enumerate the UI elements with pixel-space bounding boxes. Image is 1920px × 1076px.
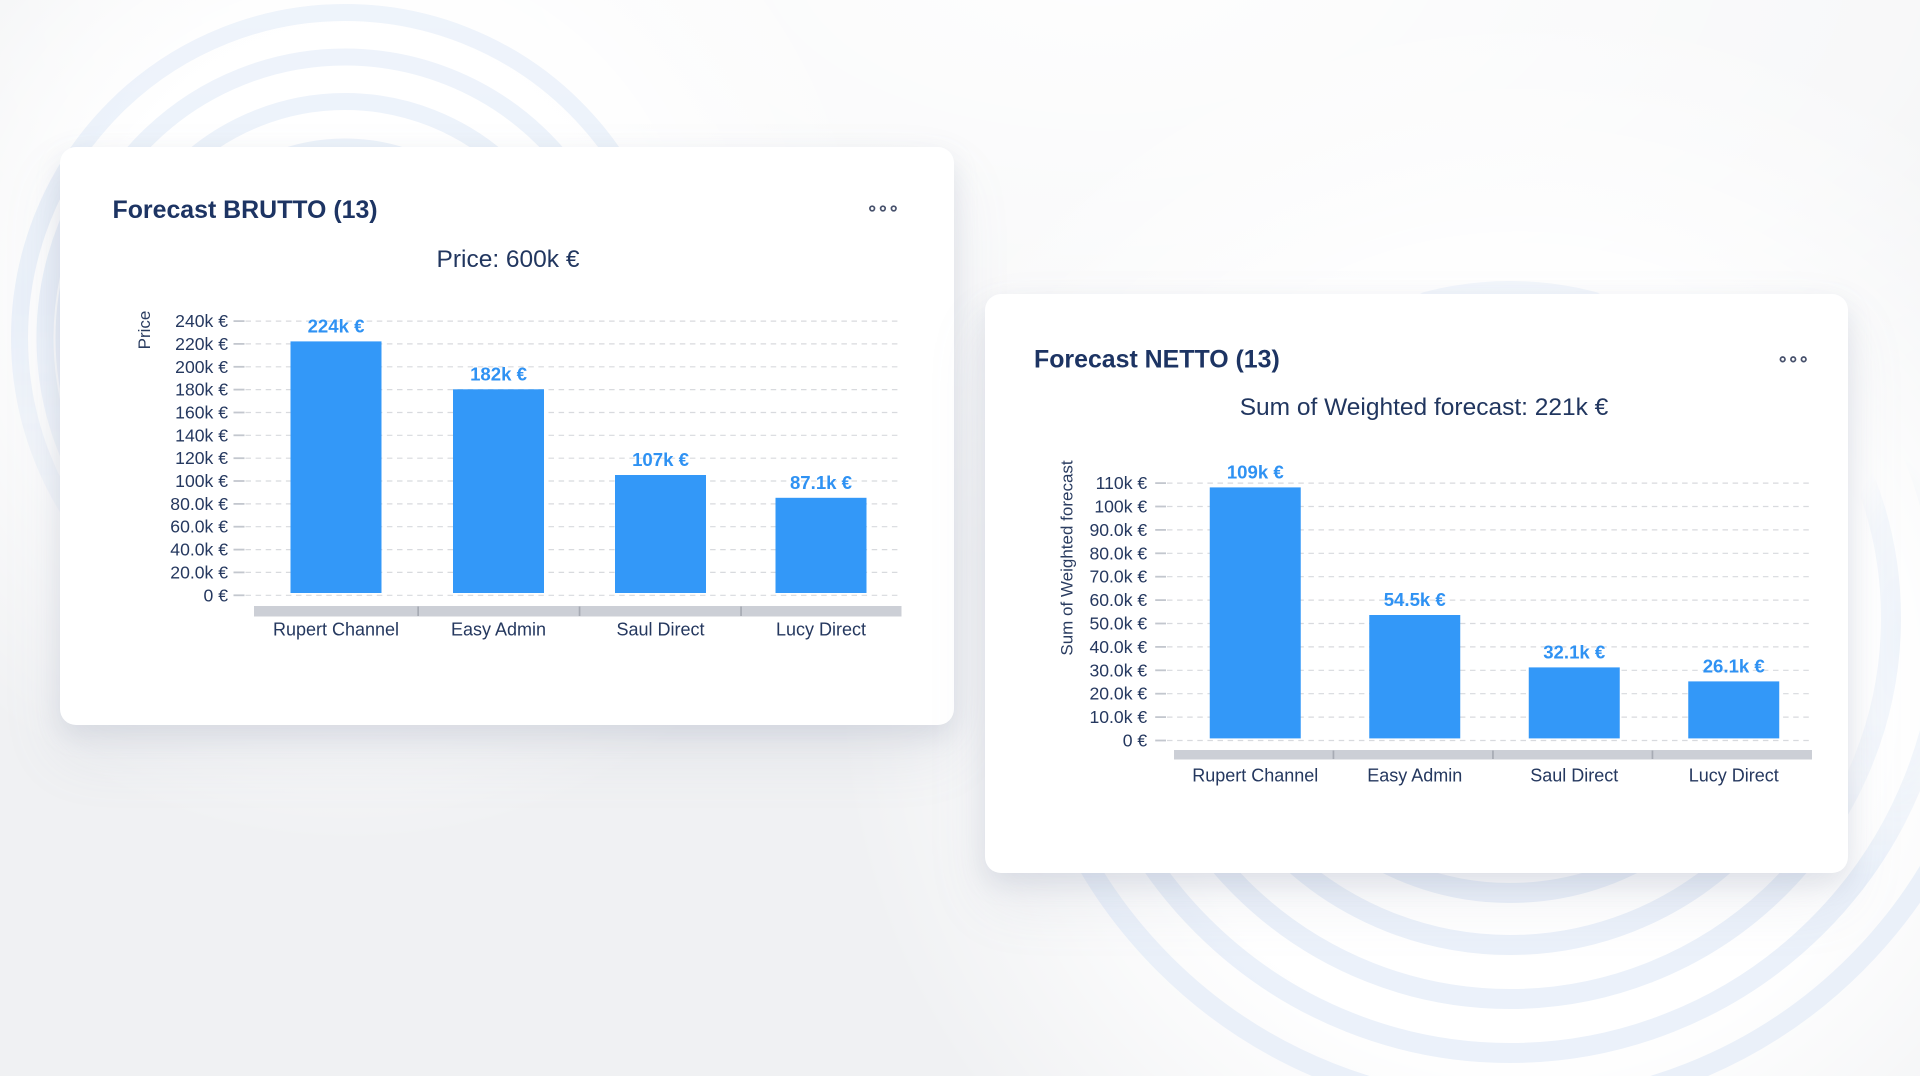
svg-text:180k €: 180k € (175, 380, 228, 400)
svg-text:26.1k €: 26.1k € (1703, 655, 1766, 676)
svg-text:60.0k €: 60.0k € (1089, 590, 1147, 610)
svg-text:Sum of Weighted forecast: 221k: Sum of Weighted forecast: 221k € (1240, 394, 1609, 421)
svg-text:Forecast NETTO (13): Forecast NETTO (13) (1034, 346, 1280, 374)
svg-text:50.0k €: 50.0k € (1089, 614, 1147, 634)
svg-text:20.0k €: 20.0k € (170, 562, 228, 582)
svg-text:54.5k €: 54.5k € (1384, 589, 1447, 610)
svg-text:Price: 600k €: Price: 600k € (437, 246, 580, 273)
svg-text:107k €: 107k € (632, 449, 690, 470)
svg-text:60.0k €: 60.0k € (170, 517, 228, 537)
svg-text:100k €: 100k € (1094, 497, 1147, 517)
svg-text:182k €: 182k € (470, 363, 528, 384)
svg-text:240k €: 240k € (175, 311, 228, 331)
svg-text:Saul Direct: Saul Direct (1530, 766, 1618, 786)
svg-text:Sum of Weighted forecast: Sum of Weighted forecast (1058, 460, 1077, 656)
svg-text:140k €: 140k € (175, 425, 228, 445)
svg-text:30.0k €: 30.0k € (1089, 660, 1147, 680)
svg-text:120k €: 120k € (175, 448, 228, 468)
svg-text:Easy Admin: Easy Admin (451, 620, 546, 640)
svg-text:Saul Direct: Saul Direct (616, 620, 704, 640)
svg-text:80.0k €: 80.0k € (170, 494, 228, 514)
svg-text:40.0k €: 40.0k € (170, 540, 228, 560)
svg-text:Lucy Direct: Lucy Direct (776, 620, 866, 640)
svg-text:70.0k €: 70.0k € (1089, 567, 1147, 587)
svg-text:90.0k €: 90.0k € (1089, 520, 1147, 540)
svg-text:200k €: 200k € (175, 357, 228, 377)
svg-text:109k €: 109k € (1227, 461, 1285, 482)
svg-text:Lucy Direct: Lucy Direct (1689, 766, 1779, 786)
svg-text:Price: Price (135, 311, 154, 350)
svg-text:220k €: 220k € (175, 334, 228, 354)
svg-text:Easy Admin: Easy Admin (1367, 766, 1462, 786)
svg-text:160k €: 160k € (175, 403, 228, 423)
svg-text:40.0k €: 40.0k € (1089, 637, 1147, 657)
svg-text:80.0k €: 80.0k € (1089, 543, 1147, 563)
svg-text:87.1k €: 87.1k € (790, 472, 853, 493)
svg-text:Rupert Channel: Rupert Channel (1192, 766, 1318, 786)
svg-text:100k €: 100k € (175, 471, 228, 491)
svg-text:0 €: 0 € (1123, 731, 1148, 751)
svg-text:110k €: 110k € (1096, 473, 1148, 493)
svg-text:0 €: 0 € (204, 585, 229, 605)
svg-text:10.0k €: 10.0k € (1089, 707, 1147, 727)
svg-text:224k €: 224k € (308, 315, 366, 336)
svg-text:Rupert Channel: Rupert Channel (273, 620, 399, 640)
svg-text:Forecast BRUTTO (13): Forecast BRUTTO (13) (113, 196, 378, 224)
svg-text:20.0k €: 20.0k € (1089, 684, 1147, 704)
svg-text:32.1k €: 32.1k € (1543, 641, 1606, 662)
